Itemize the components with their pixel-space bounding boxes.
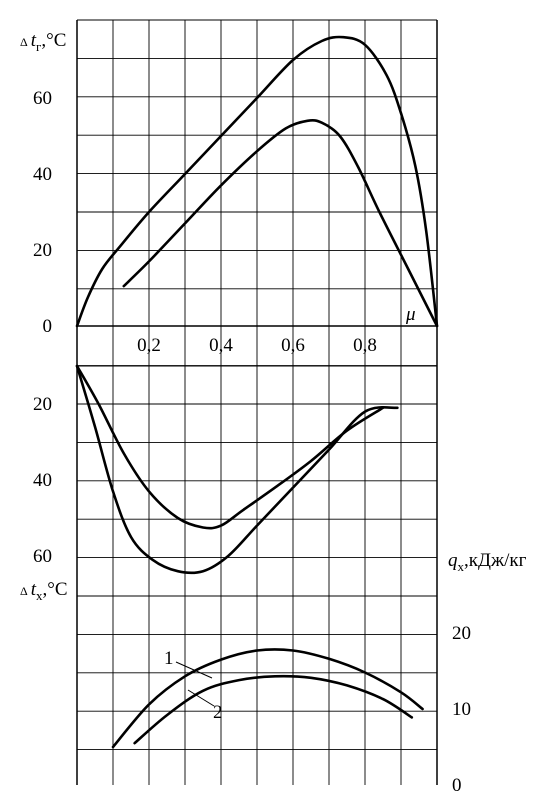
top-y-tick-label: 20 — [33, 240, 52, 261]
top-y-tick-label: 40 — [33, 164, 52, 185]
bottom-y-tick-label: 10 — [452, 699, 471, 720]
top-xlabel: μ — [405, 304, 416, 325]
curve-label-1: 1 — [164, 648, 174, 669]
curve-label-2-leader — [187, 689, 215, 707]
curve-label-1-leader — [175, 661, 213, 679]
plot-frame — [76, 20, 438, 785]
middle-y-tick-label: 60 — [33, 546, 52, 567]
x-tick-label: 0,4 — [209, 335, 233, 356]
gridlines — [77, 19, 437, 785]
x-tick-label: 0,8 — [353, 335, 377, 356]
x-tick-label: 0,2 — [137, 335, 161, 356]
middle-curve-shallow — [75, 364, 385, 530]
curve-label-2: 2 — [213, 702, 223, 723]
bottom-curve-2 — [133, 674, 414, 745]
bottom-ylabel: qх,кДж/кг — [448, 550, 527, 574]
middle-curve-deep — [75, 364, 399, 575]
bottom-y-tick-label: 20 — [452, 623, 471, 644]
curves — [75, 35, 439, 749]
top-y-tick-label: 60 — [33, 88, 52, 109]
middle-y-tick-label: 40 — [33, 470, 52, 491]
bottom-y-tick-label: 0 — [452, 775, 462, 796]
middle-y-tick-label: 20 — [33, 394, 52, 415]
bottom-curve-1 — [111, 648, 424, 749]
top-y-tick-label: 0 — [43, 316, 53, 337]
top-curve-outer — [75, 35, 439, 328]
x-tick-label: 0,6 — [281, 335, 305, 356]
top-curve-inner — [122, 119, 439, 328]
tick-labels: 0 20 40 60 0,2 0,4 0,6 0,8 20 40 60 0 10 20 — [33, 88, 471, 796]
